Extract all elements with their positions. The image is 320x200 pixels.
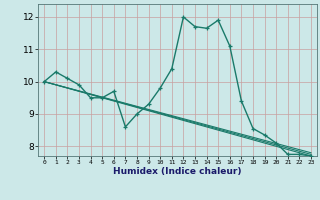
X-axis label: Humidex (Indice chaleur): Humidex (Indice chaleur) [113, 167, 242, 176]
